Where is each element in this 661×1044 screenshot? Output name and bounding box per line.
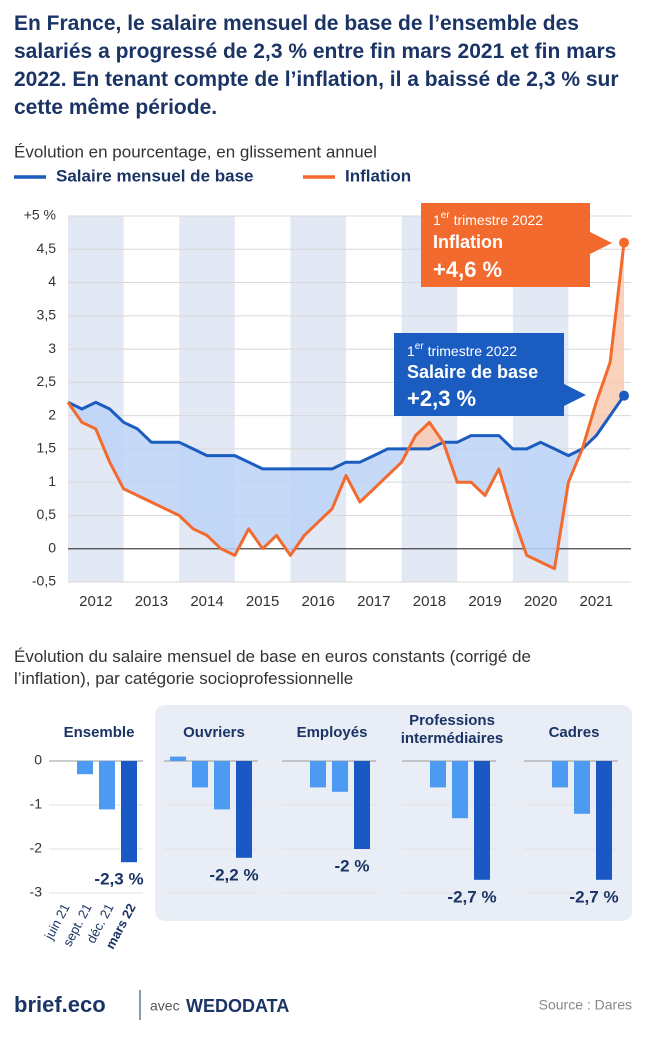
- bar: [77, 761, 93, 775]
- y-tick-label: 0,5: [37, 506, 57, 522]
- callout-period: 1er trimestre 2022: [433, 210, 543, 228]
- callout-value: +2,3 %: [407, 386, 476, 411]
- legend-label: Salaire mensuel de base: [56, 166, 254, 185]
- group-label: Cadres: [548, 724, 600, 741]
- source: Source : Dares: [539, 997, 632, 1013]
- y-tick-label: 4: [48, 273, 56, 289]
- bar: [236, 761, 252, 858]
- gap-shading: [68, 395, 624, 569]
- value-label: -2,2 %: [209, 865, 258, 884]
- y-tick-label: 2: [48, 406, 56, 422]
- group-label: Professions intermédiaires: [400, 712, 504, 747]
- x-tick-label: 2018: [413, 593, 446, 610]
- y-tick-label: 0: [34, 752, 42, 768]
- end-point: [619, 237, 630, 248]
- group-label: Ensemble: [63, 724, 135, 741]
- callout-period: 1er trimestre 2022: [407, 341, 517, 359]
- value-label: -2,7 %: [447, 887, 496, 906]
- x-tick-label: 2015: [246, 593, 279, 610]
- callout-box: [421, 203, 612, 287]
- bar: [332, 761, 348, 792]
- y-tick-label: +5 %: [24, 207, 56, 223]
- y-tick-label: 1,5: [37, 440, 57, 456]
- x-tick-label: 2012: [79, 593, 112, 610]
- y-tick-label: -1: [30, 796, 43, 812]
- callout-label: Inflation: [433, 232, 503, 252]
- bar: [430, 761, 446, 788]
- bar: [99, 761, 115, 810]
- callout-value: +4,6 %: [433, 257, 502, 282]
- bar: [310, 761, 326, 788]
- y-tick-label: 3,5: [37, 307, 57, 323]
- end-point: [619, 390, 630, 401]
- footer-with: avec: [150, 998, 180, 1014]
- bar: [452, 761, 468, 819]
- line: [66, 242, 626, 571]
- legend-label: Inflation: [345, 166, 411, 185]
- partner: WEDODATA: [186, 996, 289, 1016]
- bar: [170, 756, 186, 761]
- x-tick-label: 2014: [190, 593, 223, 610]
- value-label: -2 %: [335, 856, 370, 875]
- brand: brief.eco: [14, 992, 106, 1017]
- y-tick-label: 3: [48, 340, 56, 356]
- y-tick-label: 4,5: [37, 240, 57, 256]
- bar: [552, 761, 568, 788]
- chart-title: Évolution du salaire mensuel de base en …: [14, 647, 531, 688]
- y-tick-label: 0: [48, 539, 56, 555]
- value-label: -2,3 %: [94, 870, 143, 889]
- x-tick-label: 2021: [580, 593, 613, 610]
- group-label: Employés: [296, 724, 368, 741]
- bar: [121, 761, 137, 863]
- line: [67, 394, 626, 471]
- callout-label: Salaire de base: [407, 362, 538, 382]
- x-tick-label: 2020: [524, 593, 557, 610]
- y-tick-label: 2,5: [37, 373, 57, 389]
- panel: [155, 705, 632, 921]
- y-tick-label: -3: [30, 884, 43, 900]
- year-band: [68, 216, 124, 582]
- value-label: -2,7 %: [569, 887, 618, 906]
- headline: En France, le salaire mensuel de base de…: [14, 12, 619, 119]
- x-tick-label: 2013: [135, 593, 168, 610]
- y-tick-label: 1: [48, 473, 56, 489]
- bar: [574, 761, 590, 814]
- y-tick-label: -2: [30, 840, 43, 856]
- y-tick-label: -0,5: [32, 573, 56, 589]
- bar: [192, 761, 208, 788]
- bar: [596, 761, 612, 880]
- x-tick-label: 2019: [468, 593, 501, 610]
- x-tick-label: 2016: [302, 593, 335, 610]
- callout-box: [394, 333, 586, 416]
- group-label: Ouvriers: [183, 724, 245, 741]
- bar: [214, 761, 230, 810]
- chart-subtitle: Évolution en pourcentage, en glissement …: [14, 142, 377, 161]
- bar: [354, 761, 370, 849]
- x-tick-label: 2017: [357, 593, 390, 610]
- bar: [474, 761, 490, 880]
